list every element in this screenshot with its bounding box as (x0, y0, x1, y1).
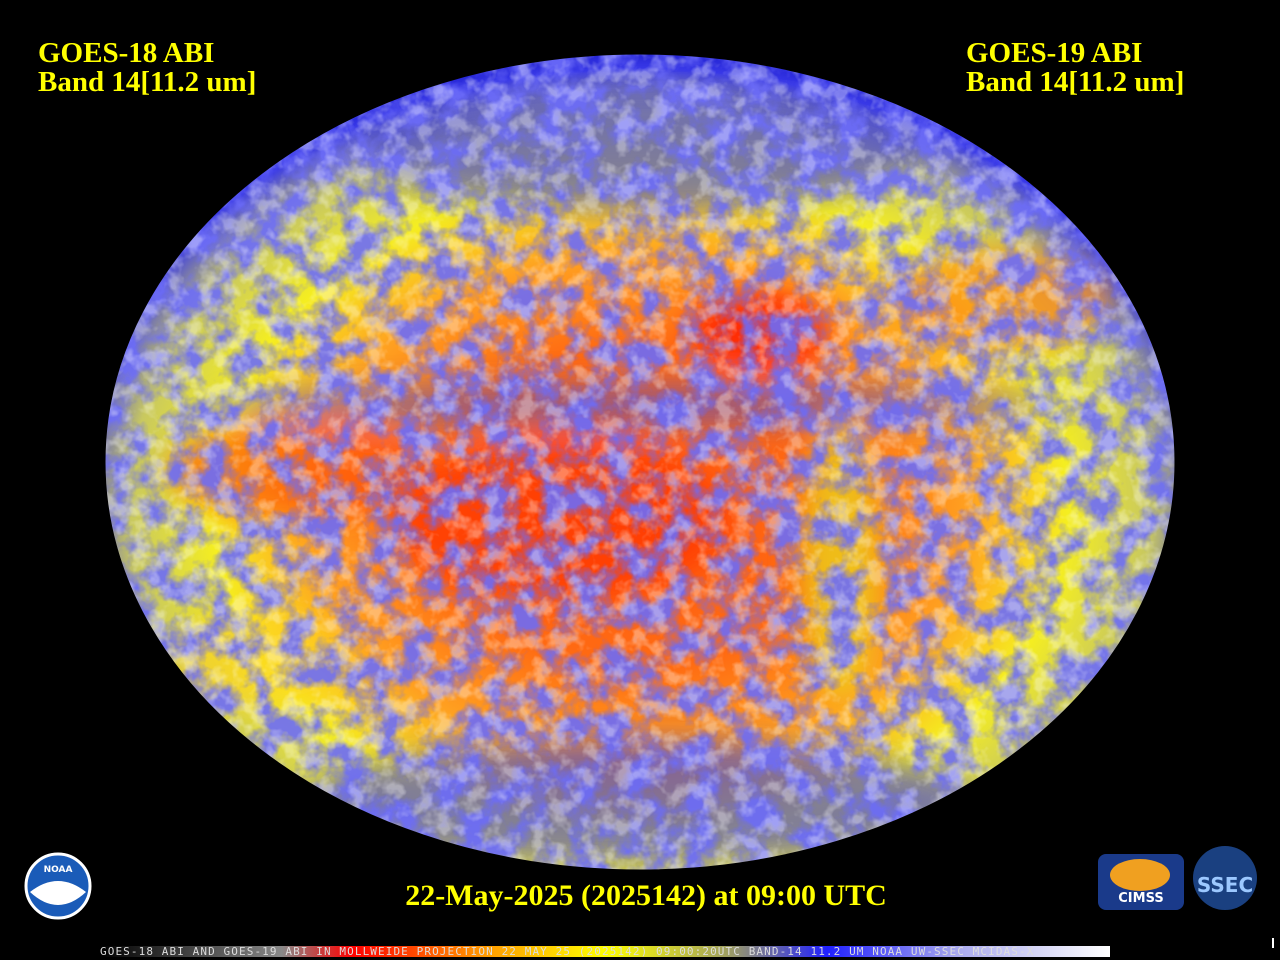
right-title: GOES-19 ABI (966, 37, 1142, 69)
cursor-mark (1272, 938, 1274, 948)
colorbar (100, 946, 1110, 957)
left-title: GOES-18 ABI (38, 37, 214, 69)
footer-caption: GOES-18 ABI AND GOES-19 ABI IN MOLLWEIDE… (100, 945, 1034, 958)
ssec-logo: SSEC (1193, 846, 1257, 910)
noaa-label: NOAA (44, 865, 73, 875)
globe (105, 54, 1175, 870)
right-band: Band 14[11.2 um] (966, 66, 1184, 98)
noaa-logo: NOAA (24, 852, 92, 920)
cimss-label: CIMSS (1118, 891, 1163, 906)
timestamp: 22-May-2025 (2025142) at 09:00 UTC (405, 879, 887, 912)
left-band: Band 14[11.2 um] (38, 66, 256, 98)
globe-outline (104, 53, 1176, 871)
cimss-logo: CIMSS (1098, 854, 1184, 910)
ssec-label: SSEC (1197, 873, 1253, 897)
